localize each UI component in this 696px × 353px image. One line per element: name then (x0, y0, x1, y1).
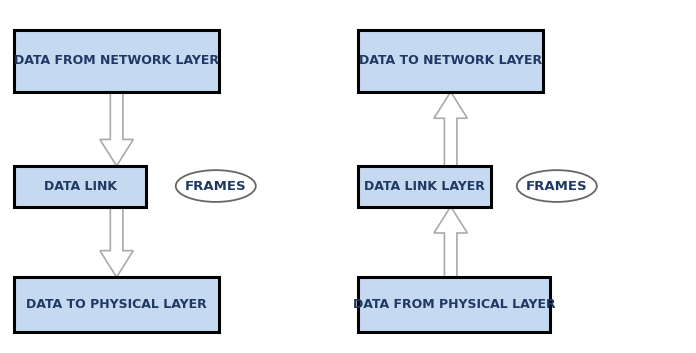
FancyBboxPatch shape (14, 30, 219, 92)
Text: DATA LINK: DATA LINK (44, 180, 116, 193)
Polygon shape (434, 207, 468, 277)
FancyBboxPatch shape (358, 166, 491, 207)
Polygon shape (100, 92, 133, 166)
FancyBboxPatch shape (358, 30, 543, 92)
Ellipse shape (175, 170, 256, 202)
Text: FRAMES: FRAMES (185, 180, 246, 192)
Polygon shape (434, 92, 468, 166)
FancyBboxPatch shape (358, 277, 550, 332)
Text: DATA FROM PHYSICAL LAYER: DATA FROM PHYSICAL LAYER (353, 298, 555, 311)
Text: DATA TO PHYSICAL LAYER: DATA TO PHYSICAL LAYER (26, 298, 207, 311)
Text: DATA TO NETWORK LAYER: DATA TO NETWORK LAYER (359, 54, 542, 67)
FancyBboxPatch shape (14, 277, 219, 332)
Ellipse shape (517, 170, 597, 202)
Text: DATA LINK LAYER: DATA LINK LAYER (364, 180, 485, 193)
Text: FRAMES: FRAMES (526, 180, 587, 192)
Text: DATA FROM NETWORK LAYER: DATA FROM NETWORK LAYER (14, 54, 219, 67)
Polygon shape (100, 207, 133, 277)
FancyBboxPatch shape (14, 166, 146, 207)
